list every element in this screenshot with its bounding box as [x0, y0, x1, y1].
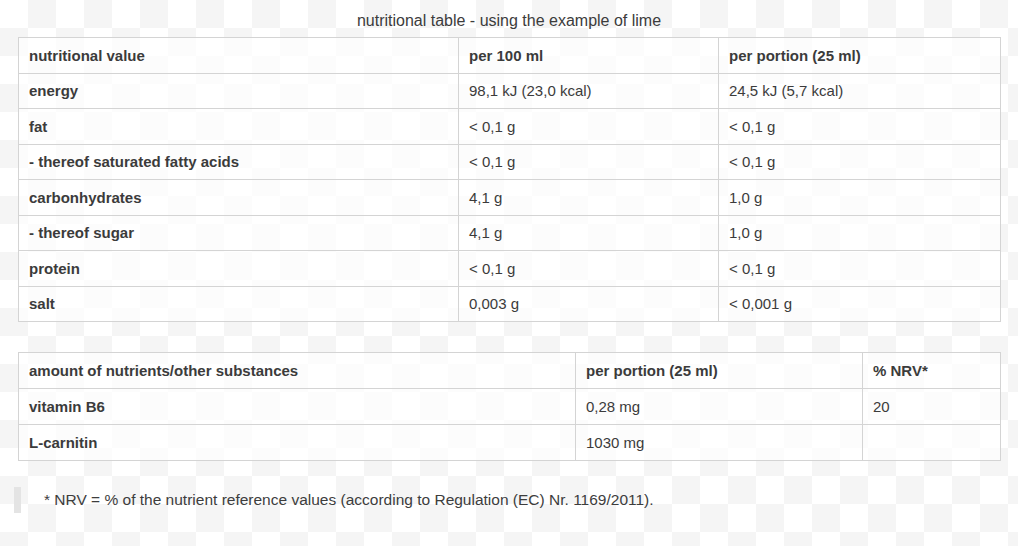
row-label-cell: L-carnitin	[19, 425, 576, 461]
page-title: nutritional table - using the example of…	[0, 0, 1018, 32]
header-per-portion: per portion (25 ml)	[719, 38, 1001, 74]
value-cell	[863, 425, 1001, 461]
footnote-marker-bar	[14, 487, 21, 513]
value-cell: 1030 mg	[576, 425, 863, 461]
value-cell: < 0,1 g	[459, 251, 719, 287]
header-per-100ml: per 100 ml	[459, 38, 719, 74]
table-header-row: nutritional value per 100 ml per portion…	[19, 38, 1001, 74]
value-cell: 4,1 g	[459, 215, 719, 251]
value-cell: 1,0 g	[719, 180, 1001, 216]
table-row: fat < 0,1 g < 0,1 g	[19, 109, 1001, 145]
header-amount-of-nutrients: amount of nutrients/other substances	[19, 353, 576, 389]
value-cell: 0,28 mg	[576, 389, 863, 425]
header-nutritional-value: nutritional value	[19, 38, 459, 74]
value-cell: < 0,1 g	[719, 251, 1001, 287]
table-row: salt 0,003 g < 0,001 g	[19, 286, 1001, 322]
row-label-cell: energy	[19, 73, 459, 109]
row-label-cell: salt	[19, 286, 459, 322]
footnote-text: * NRV = % of the nutrient reference valu…	[44, 491, 654, 509]
value-cell: 20	[863, 389, 1001, 425]
table-row: vitamin B6 0,28 mg 20	[19, 389, 1001, 425]
value-cell: 0,003 g	[459, 286, 719, 322]
row-label-cell: - thereof sugar	[19, 215, 459, 251]
value-cell: < 0,1 g	[719, 109, 1001, 145]
table-header-row: amount of nutrients/other substances per…	[19, 353, 1001, 389]
nutrition-table: nutritional value per 100 ml per portion…	[18, 37, 1001, 322]
value-cell: 98,1 kJ (23,0 kcal)	[459, 73, 719, 109]
row-label-cell: vitamin B6	[19, 389, 576, 425]
table-row: - thereof sugar 4,1 g 1,0 g	[19, 215, 1001, 251]
row-label-cell: carbonhydrates	[19, 180, 459, 216]
header-per-portion: per portion (25 ml)	[576, 353, 863, 389]
header-nrv: % NRV*	[863, 353, 1001, 389]
row-label-cell: protein	[19, 251, 459, 287]
value-cell: < 0,1 g	[459, 109, 719, 145]
table-row: L-carnitin 1030 mg	[19, 425, 1001, 461]
table-row: energy 98,1 kJ (23,0 kcal) 24,5 kJ (5,7 …	[19, 73, 1001, 109]
value-cell: < 0,1 g	[719, 144, 1001, 180]
table-row: carbonhydrates 4,1 g 1,0 g	[19, 180, 1001, 216]
value-cell: < 0,1 g	[459, 144, 719, 180]
value-cell: 1,0 g	[719, 215, 1001, 251]
table-row: protein < 0,1 g < 0,1 g	[19, 251, 1001, 287]
row-label-cell: fat	[19, 109, 459, 145]
row-label-cell: - thereof saturated fatty acids	[19, 144, 459, 180]
value-cell: 4,1 g	[459, 180, 719, 216]
nutrients-table: amount of nutrients/other substances per…	[18, 352, 1001, 461]
table-row: - thereof saturated fatty acids < 0,1 g …	[19, 144, 1001, 180]
value-cell: 24,5 kJ (5,7 kcal)	[719, 73, 1001, 109]
value-cell: < 0,001 g	[719, 286, 1001, 322]
footnote: * NRV = % of the nutrient reference valu…	[14, 487, 1018, 513]
